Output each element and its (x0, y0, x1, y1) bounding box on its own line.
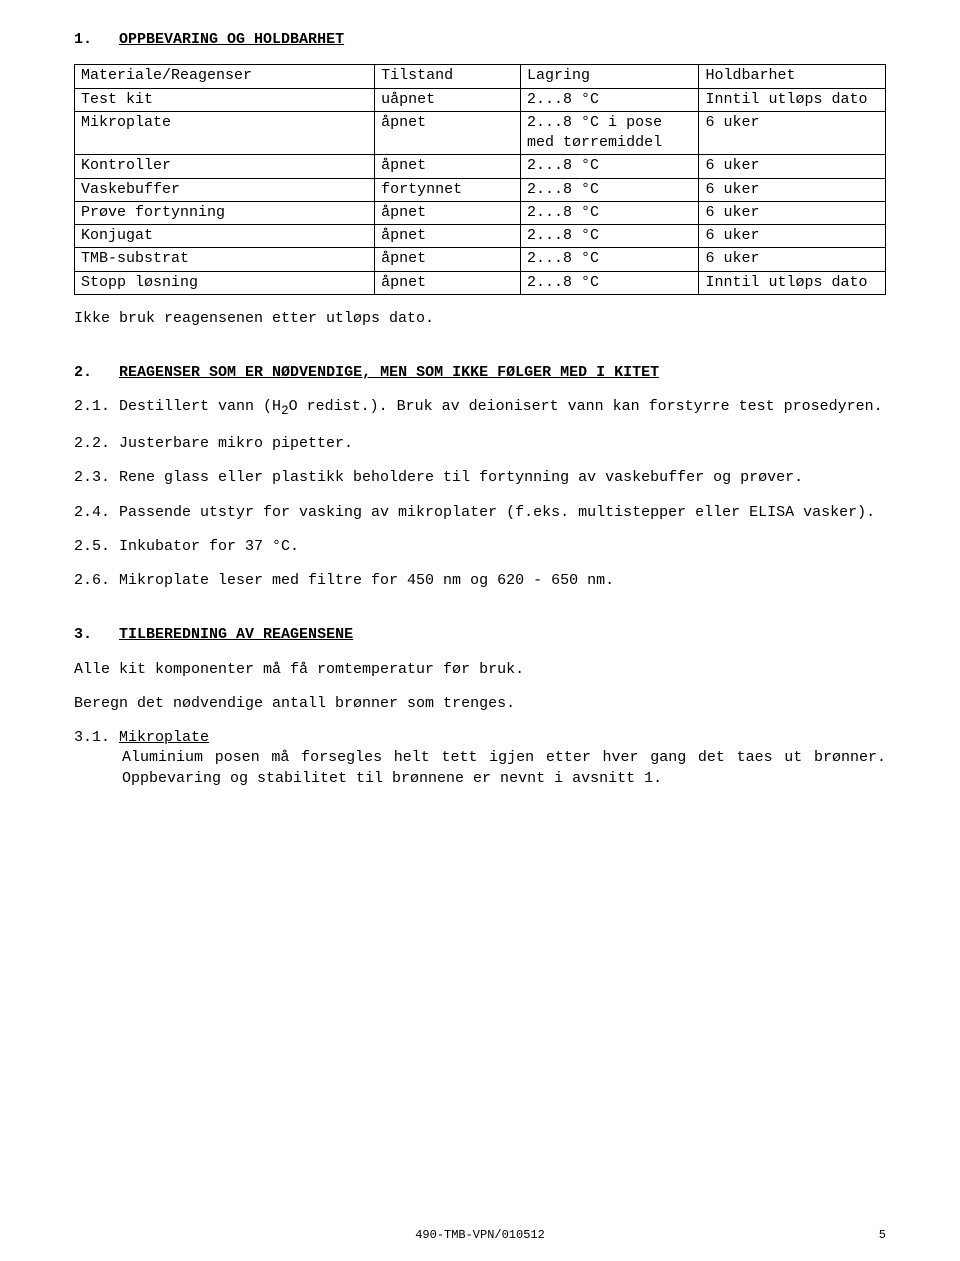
table-row: Konjugat åpnet 2...8 °C 6 uker (75, 225, 886, 248)
s2-i1-num: 2.1. (74, 398, 110, 415)
s3-sub-body: Aluminium posen må forsegles helt tett i… (122, 749, 886, 786)
s2-i1-sub: 2 (281, 404, 289, 418)
s2-item1: 2.1. Destillert vann (H2O redist.). Bruk… (74, 397, 886, 420)
cell: uåpnet (375, 88, 521, 111)
cell: 2...8 °C (521, 201, 699, 224)
cell: 6 uker (699, 111, 886, 155)
th-state: Tilstand (375, 65, 521, 88)
cell: 2...8 °C (521, 178, 699, 201)
page: 1. OPPBEVARING OG HOLDBARHET Materiale/R… (0, 0, 960, 1261)
footer-page: 5 (879, 1227, 886, 1243)
cell: åpnet (375, 111, 521, 155)
s3-sub-num: 3.1. (74, 729, 110, 746)
s2-item4: 2.4. Passende utstyr for vasking av mikr… (74, 503, 886, 523)
cell: Konjugat (75, 225, 375, 248)
s3-sub-title: Mikroplate (119, 729, 209, 746)
section2-heading: 2. REAGENSER SOM ER NØDVENDIGE, MEN SOM … (74, 363, 886, 383)
table-header-row: Materiale/Reagenser Tilstand Lagring Hol… (75, 65, 886, 88)
cell: åpnet (375, 155, 521, 178)
cell: Vaskebuffer (75, 178, 375, 201)
table-row: TMB-substrat åpnet 2...8 °C 6 uker (75, 248, 886, 271)
cell: 6 uker (699, 201, 886, 224)
cell: Kontroller (75, 155, 375, 178)
section2-title: REAGENSER SOM ER NØDVENDIGE, MEN SOM IKK… (119, 364, 659, 381)
th-material: Materiale/Reagenser (75, 65, 375, 88)
cell: åpnet (375, 201, 521, 224)
cell: 6 uker (699, 248, 886, 271)
s2-item2: 2.2. Justerbare mikro pipetter. (74, 434, 886, 454)
s2-item6: 2.6. Mikroplate leser med filtre for 450… (74, 571, 886, 591)
table-row: Stopp løsning åpnet 2...8 °C Inntil utlø… (75, 271, 886, 294)
cell: 6 uker (699, 178, 886, 201)
th-shelflife: Holdbarhet (699, 65, 886, 88)
cell: 2...8 °C (521, 271, 699, 294)
reagent-table: Materiale/Reagenser Tilstand Lagring Hol… (74, 64, 886, 295)
page-footer: 490-TMB-VPN/010512 5 (0, 1227, 960, 1243)
cell: 2...8 °C (521, 155, 699, 178)
section3-title: TILBEREDNING AV REAGENSENE (119, 626, 353, 643)
cell: 6 uker (699, 225, 886, 248)
cell: 2...8 °C (521, 88, 699, 111)
cell: åpnet (375, 248, 521, 271)
section1-title: OPPBEVARING OG HOLDBARHET (119, 31, 344, 48)
cell: Mikroplate (75, 111, 375, 155)
s3-p1: Alle kit komponenter må få romtemperatur… (74, 660, 886, 680)
s3-p2: Beregn det nødvendige antall brønner som… (74, 694, 886, 714)
cell: Inntil utløps dato (699, 88, 886, 111)
s2-i1-a: Destillert vann (H (119, 398, 281, 415)
cell: TMB-substrat (75, 248, 375, 271)
cell: 2...8 °C i pose med tørremiddel (521, 111, 699, 155)
cell: Test kit (75, 88, 375, 111)
cell: 6 uker (699, 155, 886, 178)
cell: Prøve fortynning (75, 201, 375, 224)
cell: åpnet (375, 225, 521, 248)
section2-num: 2. (74, 364, 92, 381)
th-storage: Lagring (521, 65, 699, 88)
s2-item5: 2.5. Inkubator for 37 °C. (74, 537, 886, 557)
table-row: Mikroplate åpnet 2...8 °C i pose med tør… (75, 111, 886, 155)
cell: 2...8 °C (521, 248, 699, 271)
cell: Inntil utløps dato (699, 271, 886, 294)
s3-sub: 3.1. Mikroplate Aluminium posen må forse… (74, 728, 886, 789)
section1-heading: 1. OPPBEVARING OG HOLDBARHET (74, 30, 886, 50)
table-row: Kontroller åpnet 2...8 °C 6 uker (75, 155, 886, 178)
after-table-note: Ikke bruk reagensenen etter utløps dato. (74, 309, 886, 329)
table-row: Vaskebuffer fortynnet 2...8 °C 6 uker (75, 178, 886, 201)
table-row: Test kit uåpnet 2...8 °C Inntil utløps d… (75, 88, 886, 111)
section3-heading: 3. TILBEREDNING AV REAGENSENE (74, 625, 886, 645)
s2-i1-b: O redist.). Bruk av deionisert vann kan … (289, 398, 883, 415)
cell: åpnet (375, 271, 521, 294)
s2-item3: 2.3. Rene glass eller plastikk beholdere… (74, 468, 886, 488)
section3-num: 3. (74, 626, 92, 643)
cell: 2...8 °C (521, 225, 699, 248)
table-row: Prøve fortynning åpnet 2...8 °C 6 uker (75, 201, 886, 224)
section1-num: 1. (74, 31, 92, 48)
cell: fortynnet (375, 178, 521, 201)
cell: Stopp løsning (75, 271, 375, 294)
footer-code: 490-TMB-VPN/010512 (415, 1228, 545, 1242)
